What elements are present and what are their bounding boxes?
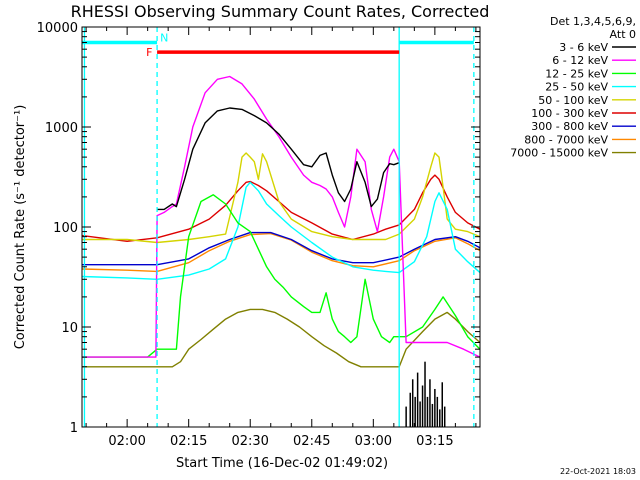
y-tick-label: 100 xyxy=(53,221,78,236)
legend-label-100-300-kev: 100 - 300 keV xyxy=(531,107,608,120)
y-tick-label: 1 xyxy=(70,421,78,436)
legend-label-12-25-kev: 12 - 25 keV xyxy=(545,67,608,80)
flag-label-n: N xyxy=(160,31,168,44)
series-layer xyxy=(82,75,480,427)
legend-label-25-50-kev: 25 - 50 keV xyxy=(545,81,608,94)
legend-label-800-7000-kev: 800 - 7000 keV xyxy=(524,133,608,146)
x-tick-label: 03:15 xyxy=(416,434,453,449)
x-tick-label: 02:00 xyxy=(108,434,145,449)
series-line-800-7000-kev xyxy=(82,232,480,273)
y-tick-label: 1000 xyxy=(45,121,78,136)
y-tick-label: 10 xyxy=(61,321,78,336)
overlay-layer: FN xyxy=(82,27,475,427)
y-axis-label: Corrected Count Rate (s⁻¹ detector⁻¹) xyxy=(13,105,28,350)
legend-label-3-6-kev: 3 - 6 keV xyxy=(559,41,608,54)
series-line-100-300-kev xyxy=(82,174,480,243)
chart-title: RHESSI Observing Summary Count Rates, Co… xyxy=(71,2,490,21)
series-line-7000-15000-kev xyxy=(82,308,480,368)
series-line-6-12-kev xyxy=(82,75,480,358)
legend-label-6-12-kev: 6 - 12 keV xyxy=(552,54,608,67)
x-tick-label: 03:00 xyxy=(355,434,392,449)
legend-label-50-100-kev: 50 - 100 keV xyxy=(538,94,608,107)
x-tick-label: 02:45 xyxy=(293,434,330,449)
series-line-12-25-kev xyxy=(82,194,480,358)
x-axis-label: Start Time (16-Dec-02 01:49:02) xyxy=(176,456,388,471)
legend-header-attenuator: Att 0 xyxy=(610,28,636,41)
x-tick-label: 02:30 xyxy=(231,434,268,449)
flag-label-f: F xyxy=(146,46,152,59)
series-line-50-100-kev xyxy=(82,152,480,244)
axis-ticks: 02:00 02:15 02:30 02:45 03:00 03:15 1 10 100 1000… xyxy=(37,21,480,449)
x-tick-label: 02:15 xyxy=(170,434,207,449)
legend-label-7000-15000-kev: 7000 - 15000 keV xyxy=(510,147,608,160)
y-tick-label: 10000 xyxy=(37,21,78,36)
legend-label-300-800-kev: 300 - 800 keV xyxy=(531,120,608,133)
series-line-300-800-kev xyxy=(82,231,480,266)
series-line-3-6-kev xyxy=(157,107,400,211)
legend-header-detectors: Det 1,3,4,5,6,9, xyxy=(550,15,636,28)
series-line-25-50-kev xyxy=(82,181,480,280)
generated-timestamp: 22-Oct-2021 18:03 xyxy=(560,467,636,476)
